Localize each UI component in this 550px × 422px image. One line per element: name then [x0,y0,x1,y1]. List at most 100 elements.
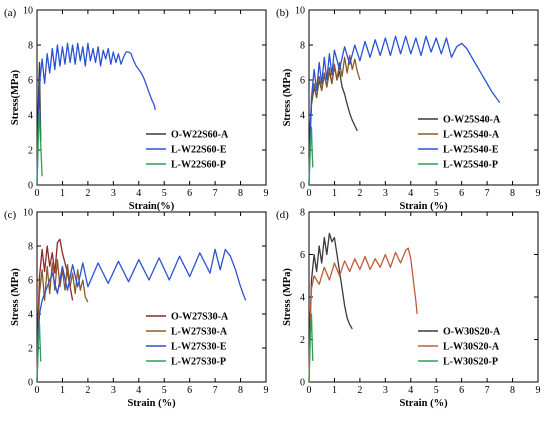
x-tick-label: 3 [383,188,388,199]
x-tick-label: 5 [162,385,167,396]
y-tick-label: 4 [300,111,305,122]
y-tick-label: 6 [28,76,33,87]
y-axis-label: Stress (MPa) [282,268,293,326]
x-tick-label: 0 [35,385,40,396]
chart-panel-2: 0 1 2 3 4 5 6 7 8 9 0 2 4 6 8 10 Strain (%) Stress (MPa) (… [276,6,541,213]
y-tick-label: 6 [300,250,305,261]
x-tick-label: 6 [187,385,192,396]
legend-label: O-W30S20-A [443,327,501,338]
x-tick-label: 5 [434,385,439,396]
series-line-o-w30s20-a [308,232,353,383]
y-tick-label: 8 [300,41,305,52]
chart-panel-1: 0 1 2 3 4 5 6 7 8 9 0 2 4 6 8 10 Strain(%) Stress(MPa) (a)… [4,6,269,213]
plot-frame [36,9,267,186]
x-tick-label: 8 [510,385,515,396]
y-tick-label: 6 [300,76,305,87]
x-tick-label: 1 [332,385,337,396]
x-tick-label: 7 [485,385,490,396]
y-tick-label: 10 [295,6,305,17]
series-line-l-w22s60-e [36,42,156,186]
x-tick-label: 3 [111,385,116,396]
panel-label: (d) [276,209,289,221]
x-tick-label: 1 [332,188,337,199]
x-tick-label: 9 [264,188,269,199]
x-tick-label: 0 [307,188,312,199]
x-tick-label: 7 [213,385,218,396]
x-axis-label: Strain(%) [129,201,175,212]
series-line-l-w27s30-e [36,248,247,383]
x-tick-label: 2 [357,188,362,199]
y-tick-label: 4 [28,111,33,122]
legend-label: O-W22S60-A [171,130,229,141]
x-tick-label: 6 [459,188,464,199]
series-line-l-w27s30-p [36,323,42,383]
series-line-l-w22s60-p [36,109,43,186]
y-tick-label: 4 [28,310,33,321]
legend-label: O-W25S40-A [443,115,501,126]
y-axis-label: Stress(MPa) [10,69,21,125]
series-line-l-w27s30-a [36,258,89,383]
y-tick-label: 10 [23,208,33,219]
x-tick-label: 2 [85,385,90,396]
series-line-o-w27s30-a [36,238,74,383]
x-tick-label: 2 [357,385,362,396]
legend-label: L-W27S30-P [171,357,226,368]
x-tick-label: 9 [536,188,541,199]
panel-label: (b) [276,7,289,19]
panel-label: (a) [4,7,17,19]
x-tick-label: 4 [136,188,141,199]
x-tick-label: 8 [238,385,243,396]
y-tick-label: 8 [28,41,33,52]
x-tick-label: 1 [60,385,65,396]
legend-label: L-W30S20-P [443,357,498,368]
x-tick-label: 4 [408,385,413,396]
y-axis-label: Stress (MPa) [282,68,293,126]
legend-label: L-W25S40-A [443,130,500,141]
x-tick-label: 0 [307,385,312,396]
chart-panel-3: 0 1 2 3 4 5 6 7 8 9 0 2 4 6 8 10 Strain (%) Stress (MPa) (… [4,208,269,410]
y-tick-label: 2 [28,146,33,157]
x-tick-label: 4 [136,385,141,396]
x-tick-label: 3 [383,385,388,396]
y-tick-label: 8 [28,242,33,253]
x-tick-label: 8 [510,188,515,199]
y-tick-label: 2 [300,146,305,157]
y-tick-label: 10 [23,6,33,17]
x-tick-label: 2 [85,188,90,199]
x-tick-label: 0 [35,188,40,199]
series-line-l-w30s20-p [308,313,314,383]
y-tick-label: 4 [300,293,305,304]
x-tick-label: 7 [485,188,490,199]
series-line-l-w30s20-a [308,247,418,383]
x-tick-label: 8 [238,188,243,199]
legend-label: L-W27S30-A [171,327,228,338]
x-axis-label: Strain (%) [399,201,448,212]
x-tick-label: 6 [187,188,192,199]
y-tick-label: 2 [28,344,33,355]
legend-label: L-W30S20-A [443,342,500,353]
y-tick-label: 2 [300,335,305,346]
chart-panel-4: 0 1 2 3 4 5 6 7 8 9 0 2 4 6 8 Strain (%) Stress (MPa) (d)… [276,208,541,410]
y-tick-label: 0 [300,378,305,389]
plot-frame [308,9,539,186]
x-tick-label: 5 [162,188,167,199]
y-tick-label: 0 [28,378,33,389]
x-tick-label: 5 [434,188,439,199]
x-tick-label: 6 [459,385,464,396]
y-tick-label: 0 [300,181,305,192]
legend-label: L-W22S60-E [171,145,227,156]
series-line-l-w25s40-e [308,35,501,186]
y-tick-label: 6 [28,276,33,287]
x-tick-label: 1 [60,188,65,199]
series-line-l-w25s40-a [308,54,361,186]
legend-label: O-W27S30-A [171,312,229,323]
y-tick-label: 8 [300,208,305,219]
legend-label: L-W25S40-P [443,160,498,171]
x-axis-label: Strain (%) [399,398,448,409]
legend-label: L-W25S40-E [443,145,499,156]
y-axis-label: Stress (MPa) [10,268,21,326]
legend-label: L-W22S60-P [171,160,226,171]
x-tick-label: 3 [111,188,116,199]
x-tick-label: 7 [213,188,218,199]
